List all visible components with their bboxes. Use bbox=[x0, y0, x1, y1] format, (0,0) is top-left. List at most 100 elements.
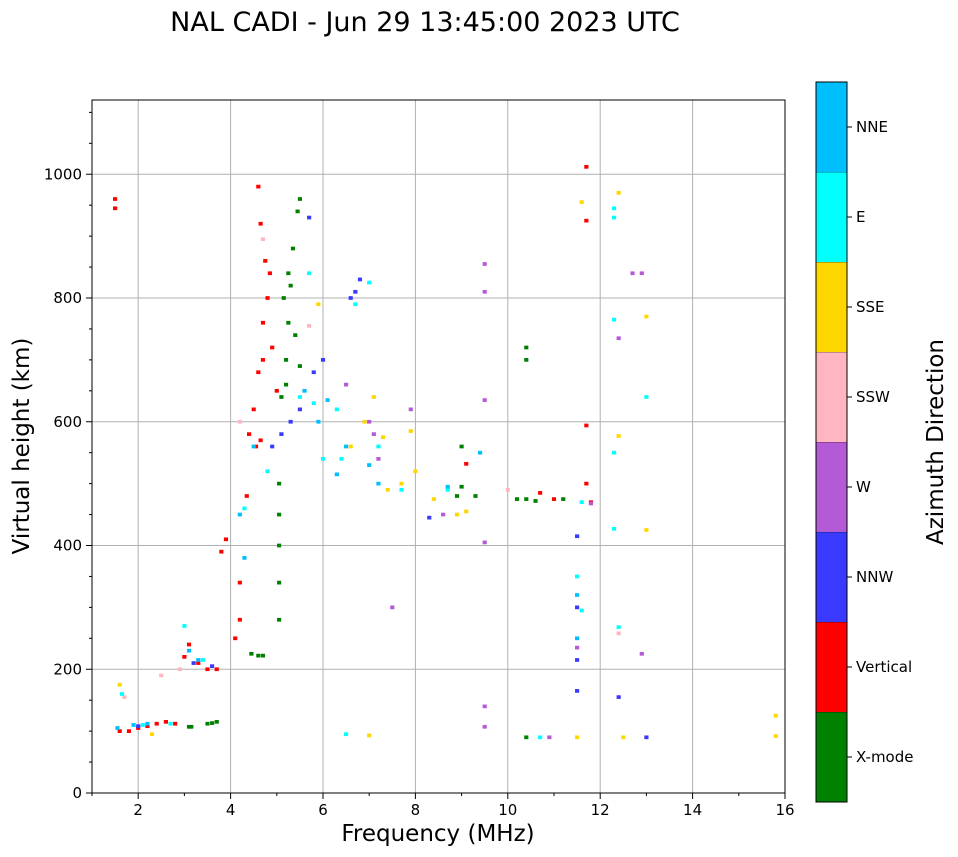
echo-point bbox=[267, 271, 272, 276]
echo-point bbox=[616, 434, 621, 438]
colorbar-tick-label: Vertical bbox=[856, 658, 912, 676]
x-tick-label: 16 bbox=[775, 801, 794, 819]
echo-point bbox=[297, 364, 302, 368]
echo-point bbox=[270, 444, 275, 449]
echo-point bbox=[376, 444, 381, 449]
echo-point bbox=[482, 540, 487, 545]
echo-point bbox=[367, 733, 372, 738]
x-tick-label: 4 bbox=[226, 801, 236, 819]
echo-point bbox=[616, 190, 621, 195]
echo-point bbox=[247, 432, 252, 436]
echo-point bbox=[307, 271, 312, 276]
echo-point bbox=[639, 271, 644, 276]
echo-point bbox=[214, 667, 219, 672]
echo-point bbox=[482, 398, 487, 402]
echo-point bbox=[408, 429, 413, 433]
echo-point bbox=[316, 419, 321, 424]
echo-point bbox=[644, 735, 649, 740]
echo-point bbox=[258, 221, 263, 226]
echo-point bbox=[561, 497, 566, 501]
echo-point bbox=[288, 283, 293, 288]
series-w bbox=[344, 262, 644, 740]
echo-point bbox=[154, 721, 159, 726]
echo-point bbox=[270, 345, 275, 350]
echo-point bbox=[445, 487, 450, 492]
echo-point bbox=[367, 280, 372, 285]
echo-point bbox=[223, 537, 229, 542]
echo-point bbox=[473, 494, 478, 498]
echo-point bbox=[260, 653, 266, 658]
gridlines bbox=[92, 100, 786, 794]
echo-point bbox=[413, 469, 418, 474]
echo-point bbox=[277, 543, 282, 548]
y-tick-label: 400 bbox=[53, 537, 82, 555]
echo-point bbox=[575, 645, 580, 650]
echo-point bbox=[145, 721, 150, 726]
colorbar-tick-label: SSW bbox=[856, 388, 890, 406]
echo-point bbox=[773, 713, 778, 718]
echo-point bbox=[380, 435, 386, 440]
echo-point bbox=[575, 534, 580, 539]
echo-point bbox=[295, 209, 300, 214]
echo-point bbox=[547, 735, 552, 740]
x-tick-label: 14 bbox=[683, 801, 702, 819]
echo-point bbox=[210, 721, 215, 725]
series-ssw bbox=[122, 237, 621, 699]
echo-point bbox=[344, 382, 349, 387]
echo-point bbox=[376, 481, 381, 486]
echo-point bbox=[367, 463, 372, 467]
echo-point bbox=[524, 735, 529, 740]
colorbar-tick-label: SSE bbox=[856, 298, 885, 316]
echo-point bbox=[464, 509, 469, 514]
echo-point bbox=[357, 277, 363, 282]
series-e bbox=[119, 206, 649, 740]
echo-point bbox=[149, 732, 155, 737]
echo-point bbox=[334, 472, 339, 477]
echo-point bbox=[168, 721, 173, 726]
echo-point bbox=[588, 501, 594, 506]
echo-point bbox=[339, 457, 344, 461]
echo-point bbox=[311, 401, 316, 406]
colorbar-label: Azimuth Direction bbox=[923, 339, 949, 545]
echo-point bbox=[371, 395, 376, 399]
echo-point bbox=[237, 419, 242, 424]
echo-point bbox=[445, 484, 450, 489]
echo-point bbox=[427, 515, 432, 520]
echo-point bbox=[286, 320, 291, 325]
echo-point bbox=[214, 719, 219, 724]
echo-point bbox=[297, 197, 302, 201]
echo-point bbox=[256, 653, 261, 658]
echo-point bbox=[385, 487, 390, 492]
echo-point bbox=[117, 682, 122, 687]
echo-point bbox=[311, 370, 316, 375]
echo-point bbox=[367, 419, 372, 424]
echo-point bbox=[482, 289, 487, 294]
echo-point bbox=[210, 664, 215, 669]
y-tick-label: 200 bbox=[53, 660, 82, 678]
echo-point bbox=[281, 296, 286, 300]
echo-point bbox=[263, 259, 268, 263]
echo-point bbox=[348, 444, 353, 449]
echo-point bbox=[131, 723, 136, 727]
echo-point bbox=[274, 388, 279, 393]
y-axis-label: Virtual height (km) bbox=[9, 338, 35, 555]
echo-point bbox=[399, 481, 404, 486]
echo-point bbox=[182, 624, 187, 628]
echo-point bbox=[584, 423, 589, 428]
echo-point bbox=[584, 481, 589, 486]
echo-point bbox=[244, 494, 249, 498]
echo-point bbox=[277, 512, 282, 517]
echo-point bbox=[459, 444, 464, 449]
echo-point bbox=[390, 605, 395, 610]
echo-point bbox=[611, 317, 617, 322]
x-tick-label: 10 bbox=[498, 801, 517, 819]
y-axis-ticks: 0 200 400 600 800 1000 bbox=[44, 111, 92, 802]
echo-point bbox=[579, 500, 584, 505]
echo-point bbox=[290, 246, 296, 251]
echo-point bbox=[320, 457, 326, 461]
colorbar-segment bbox=[816, 712, 847, 802]
echo-point bbox=[575, 735, 580, 740]
echo-point bbox=[616, 695, 621, 699]
echo-point bbox=[551, 497, 557, 501]
